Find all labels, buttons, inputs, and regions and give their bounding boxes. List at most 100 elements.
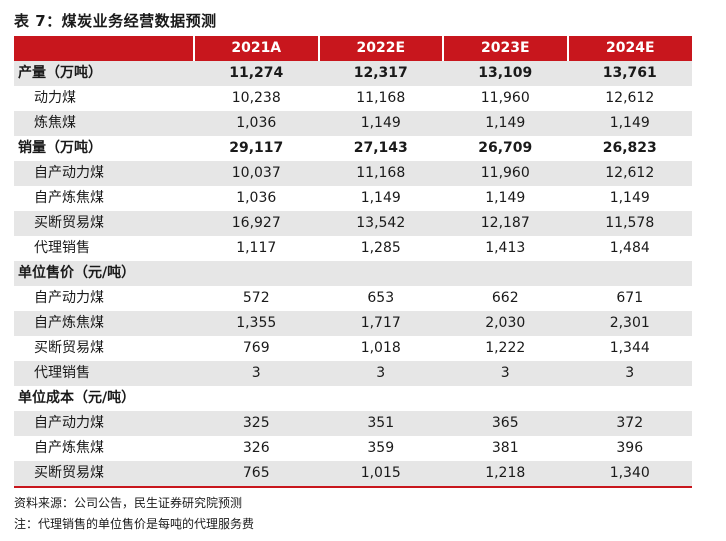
table-row: 自产炼焦煤 1,355 1,717 2,030 2,301	[14, 311, 692, 336]
table-row: 买断贸易煤 769 1,018 1,222 1,344	[14, 336, 692, 361]
value-cell: 351	[367, 415, 395, 431]
section-row: 产量（万吨） 11,274 12,317 13,109 13,761	[14, 61, 692, 86]
value-cell: 1,015	[318, 461, 443, 488]
table-row: 买断贸易煤 16,927 13,542 12,187 11,578	[14, 211, 692, 236]
row-label: 自产动力煤	[34, 165, 104, 181]
table-row: 自产动力煤 325 351 365 372	[14, 411, 692, 436]
header-row: 2021A 2022E 2023E 2024E	[14, 36, 692, 61]
row-label: 自产动力煤	[34, 415, 104, 431]
table-row: 自产炼焦煤 326 359 381 396	[14, 436, 692, 461]
value-cell: 12,187	[480, 215, 530, 231]
value-cell: 1,149	[609, 190, 650, 206]
coal-forecast-table: 2021A 2022E 2023E 2024E 产量（万吨） 11,274 12,3…	[14, 36, 692, 488]
value-cell: 3	[251, 365, 261, 381]
table-row: 动力煤 10,238 11,168 11,960 12,612	[14, 86, 692, 111]
header-year: 2021A	[193, 36, 319, 61]
row-label: 买断贸易煤	[34, 340, 104, 356]
value-cell	[194, 386, 319, 411]
value-cell: 381	[491, 440, 519, 456]
table-row: 代理销售 3 3 3 3	[14, 361, 692, 386]
value-cell: 16,927	[231, 215, 281, 231]
value-cell: 1,117	[236, 240, 277, 256]
value-cell: 13,109	[478, 65, 533, 81]
value-cell: 11,960	[480, 90, 530, 106]
row-label: 代理销售	[34, 240, 90, 256]
table-row: 买断贸易煤 765 1,015 1,218 1,340	[14, 461, 692, 488]
value-cell: 1,018	[360, 340, 401, 356]
header-year: 2023E	[442, 36, 568, 61]
value-cell: 11,578	[605, 215, 655, 231]
value-cell	[319, 386, 444, 411]
header-year: 2022E	[317, 36, 443, 61]
header-year: 2024E	[566, 36, 692, 61]
table-title: 表 7：煤炭业务经营数据预测	[14, 12, 217, 30]
value-cell	[443, 261, 568, 286]
value-cell: 3	[500, 365, 510, 381]
value-cell: 1,717	[360, 315, 401, 331]
value-cell: 1,484	[609, 240, 650, 256]
value-cell: 1,149	[485, 115, 526, 131]
value-cell: 326	[242, 440, 270, 456]
row-label: 买断贸易煤	[14, 461, 194, 488]
value-cell: 372	[616, 415, 644, 431]
value-cell: 325	[242, 415, 270, 431]
value-cell	[568, 261, 693, 286]
row-label: 自产炼焦煤	[34, 440, 104, 456]
value-cell: 396	[616, 440, 644, 456]
value-cell: 29,117	[229, 140, 284, 156]
table-row: 自产动力煤 10,037 11,168 11,960 12,612	[14, 161, 692, 186]
value-cell: 1,149	[360, 115, 401, 131]
value-cell: 1,285	[360, 240, 401, 256]
section-label: 产量（万吨）	[18, 65, 102, 81]
value-cell: 26,709	[478, 140, 533, 156]
section-row: 单位售价（元/吨）	[14, 261, 692, 286]
row-label: 自产动力煤	[34, 290, 104, 306]
value-cell: 11,168	[356, 165, 406, 181]
value-cell	[568, 386, 693, 411]
value-cell: 2,030	[485, 315, 526, 331]
value-cell: 10,238	[231, 90, 281, 106]
row-label: 动力煤	[34, 90, 76, 106]
section-label: 销量（万吨）	[18, 140, 102, 156]
value-cell: 1,222	[485, 340, 526, 356]
value-cell: 671	[616, 290, 644, 306]
value-cell: 13,542	[356, 215, 406, 231]
value-cell: 1,149	[360, 190, 401, 206]
value-cell: 1,340	[567, 461, 692, 488]
value-cell: 765	[194, 461, 319, 488]
table-row: 自产动力煤 572 653 662 671	[14, 286, 692, 311]
value-cell: 1,355	[236, 315, 277, 331]
value-cell: 12,612	[605, 90, 655, 106]
value-cell: 572	[242, 290, 270, 306]
table-row: 自产炼焦煤 1,036 1,149 1,149 1,149	[14, 186, 692, 211]
value-cell: 359	[367, 440, 395, 456]
value-cell: 1,036	[236, 115, 277, 131]
row-label: 自产炼焦煤	[34, 315, 104, 331]
value-cell: 1,036	[236, 190, 277, 206]
row-label: 自产炼焦煤	[34, 190, 104, 206]
value-cell: 1,149	[485, 190, 526, 206]
section-label: 单位成本（元/吨）	[18, 390, 136, 406]
table-row: 代理销售 1,117 1,285 1,413 1,484	[14, 236, 692, 261]
table-row: 炼焦煤 1,036 1,149 1,149 1,149	[14, 111, 692, 136]
value-cell	[443, 386, 568, 411]
value-cell: 1,413	[485, 240, 526, 256]
value-cell: 662	[491, 290, 519, 306]
value-cell: 27,143	[353, 140, 408, 156]
value-cell: 769	[242, 340, 270, 356]
remark-note: 注：代理销售的单位售价是每吨的代理服务费	[14, 517, 255, 531]
header-label-cell	[14, 36, 194, 61]
value-cell: 26,823	[602, 140, 657, 156]
section-label: 单位售价（元/吨）	[18, 265, 136, 281]
value-cell: 10,037	[231, 165, 281, 181]
value-cell: 653	[367, 290, 395, 306]
section-row: 销量（万吨） 29,117 27,143 26,709 26,823	[14, 136, 692, 161]
row-label: 炼焦煤	[34, 115, 76, 131]
value-cell: 1,344	[609, 340, 650, 356]
value-cell: 11,960	[480, 165, 530, 181]
value-cell	[319, 261, 444, 286]
section-row: 单位成本（元/吨）	[14, 386, 692, 411]
value-cell: 12,612	[605, 165, 655, 181]
value-cell: 13,761	[602, 65, 657, 81]
value-cell: 2,301	[609, 315, 650, 331]
